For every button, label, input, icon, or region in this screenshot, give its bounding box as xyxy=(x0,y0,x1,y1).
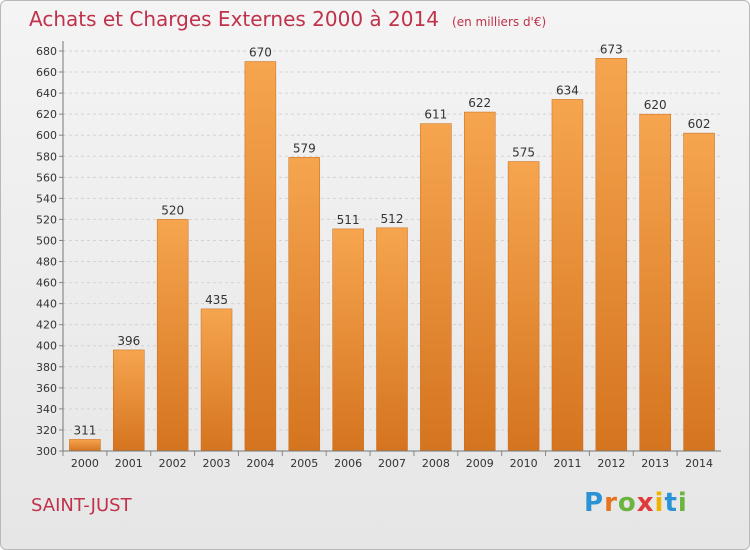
y-tick-label: 340 xyxy=(36,403,57,416)
x-tick-label: 2004 xyxy=(246,457,274,470)
y-tick-label: 460 xyxy=(36,277,57,290)
x-tick-label: 2007 xyxy=(378,457,406,470)
value-label: 311 xyxy=(73,423,96,437)
logo-letter: P xyxy=(584,488,605,518)
logo-letter: t xyxy=(664,488,678,518)
bar xyxy=(683,132,715,452)
bar xyxy=(200,308,233,452)
y-tick-label: 360 xyxy=(36,382,57,395)
value-label: 602 xyxy=(688,117,711,131)
logo-letter: i xyxy=(654,488,665,518)
value-label: 520 xyxy=(161,203,184,217)
y-tick-label: 680 xyxy=(36,45,57,58)
chart-title-main: Achats et Charges Externes 2000 à 2014 xyxy=(29,7,439,31)
value-label: 622 xyxy=(468,96,491,110)
x-tick-label: 2014 xyxy=(685,457,713,470)
y-tick-label: 380 xyxy=(36,361,57,374)
y-tick-label: 640 xyxy=(36,87,57,100)
y-tick-label: 320 xyxy=(36,424,57,437)
proxiti-logo: Proxiti xyxy=(584,488,688,518)
y-tick-label: 400 xyxy=(36,340,57,353)
x-tick-label: 2008 xyxy=(422,457,450,470)
bar xyxy=(69,439,101,452)
x-tick-label: 2010 xyxy=(510,457,538,470)
x-tick-label: 2009 xyxy=(466,457,494,470)
value-labels: 311 396 520 435 670 579 511 512 611 622 575 634 673 6… xyxy=(73,42,710,437)
y-tick-label: 420 xyxy=(36,319,57,332)
x-tick-label: 2001 xyxy=(115,457,143,470)
value-label: 579 xyxy=(293,141,316,155)
y-tick-label: 480 xyxy=(36,256,57,269)
bar xyxy=(332,228,364,452)
value-label: 673 xyxy=(600,42,623,56)
y-tick-label: 560 xyxy=(36,171,57,184)
bar xyxy=(288,157,321,452)
chart-unit: (en milliers d'€) xyxy=(452,15,547,29)
value-label: 511 xyxy=(337,213,360,227)
bar xyxy=(639,113,671,452)
bar xyxy=(463,111,496,452)
commune-name: SAINT-JUST xyxy=(31,495,132,516)
y-tick-label: 660 xyxy=(36,66,57,79)
x-tick-label: 2000 xyxy=(71,457,99,470)
value-label: 670 xyxy=(249,46,272,60)
y-tick-label: 500 xyxy=(36,234,57,247)
x-tick-label: 2003 xyxy=(203,457,231,470)
x-tick-label: 2006 xyxy=(334,457,362,470)
bar xyxy=(113,349,145,452)
y-tick-label: 440 xyxy=(36,298,57,311)
y-tick-label: 540 xyxy=(36,192,57,205)
value-label: 634 xyxy=(556,83,579,97)
value-label: 620 xyxy=(644,98,667,112)
logo-letter: o xyxy=(617,488,637,518)
value-label: 575 xyxy=(512,146,535,160)
bar xyxy=(156,219,189,452)
x-axis-ticks: 2000 2001 2002 2003 2004 2005 2006 2007 2008 2009… xyxy=(62,451,713,470)
x-tick-label: 2002 xyxy=(159,457,187,470)
logo-letter: r xyxy=(604,488,618,518)
logo-letter: x xyxy=(636,488,655,518)
bars xyxy=(69,58,715,452)
value-label: 512 xyxy=(381,212,404,226)
x-tick-label: 2011 xyxy=(553,457,581,470)
bar xyxy=(244,61,277,452)
y-tick-label: 520 xyxy=(36,213,57,226)
bar xyxy=(507,161,540,452)
logo-letter: i xyxy=(677,488,688,518)
bar xyxy=(420,123,452,452)
y-tick-label: 600 xyxy=(36,129,57,142)
y-axis-ticks: 300 320 340 360 380 400 420 440 460 480 500 520 540 5… xyxy=(36,45,63,458)
value-label: 611 xyxy=(424,108,447,122)
x-tick-label: 2012 xyxy=(597,457,625,470)
y-tick-label: 580 xyxy=(36,150,57,163)
y-tick-label: 300 xyxy=(36,445,57,458)
chart-title: Achats et Charges Externes 2000 à 2014 (… xyxy=(29,7,546,31)
bar xyxy=(551,99,584,452)
x-tick-label: 2013 xyxy=(641,457,669,470)
value-label: 435 xyxy=(205,293,228,307)
bar xyxy=(376,227,408,452)
y-tick-label: 620 xyxy=(36,108,57,121)
bar xyxy=(595,58,628,452)
x-tick-label: 2005 xyxy=(290,457,318,470)
value-label: 396 xyxy=(117,334,140,348)
